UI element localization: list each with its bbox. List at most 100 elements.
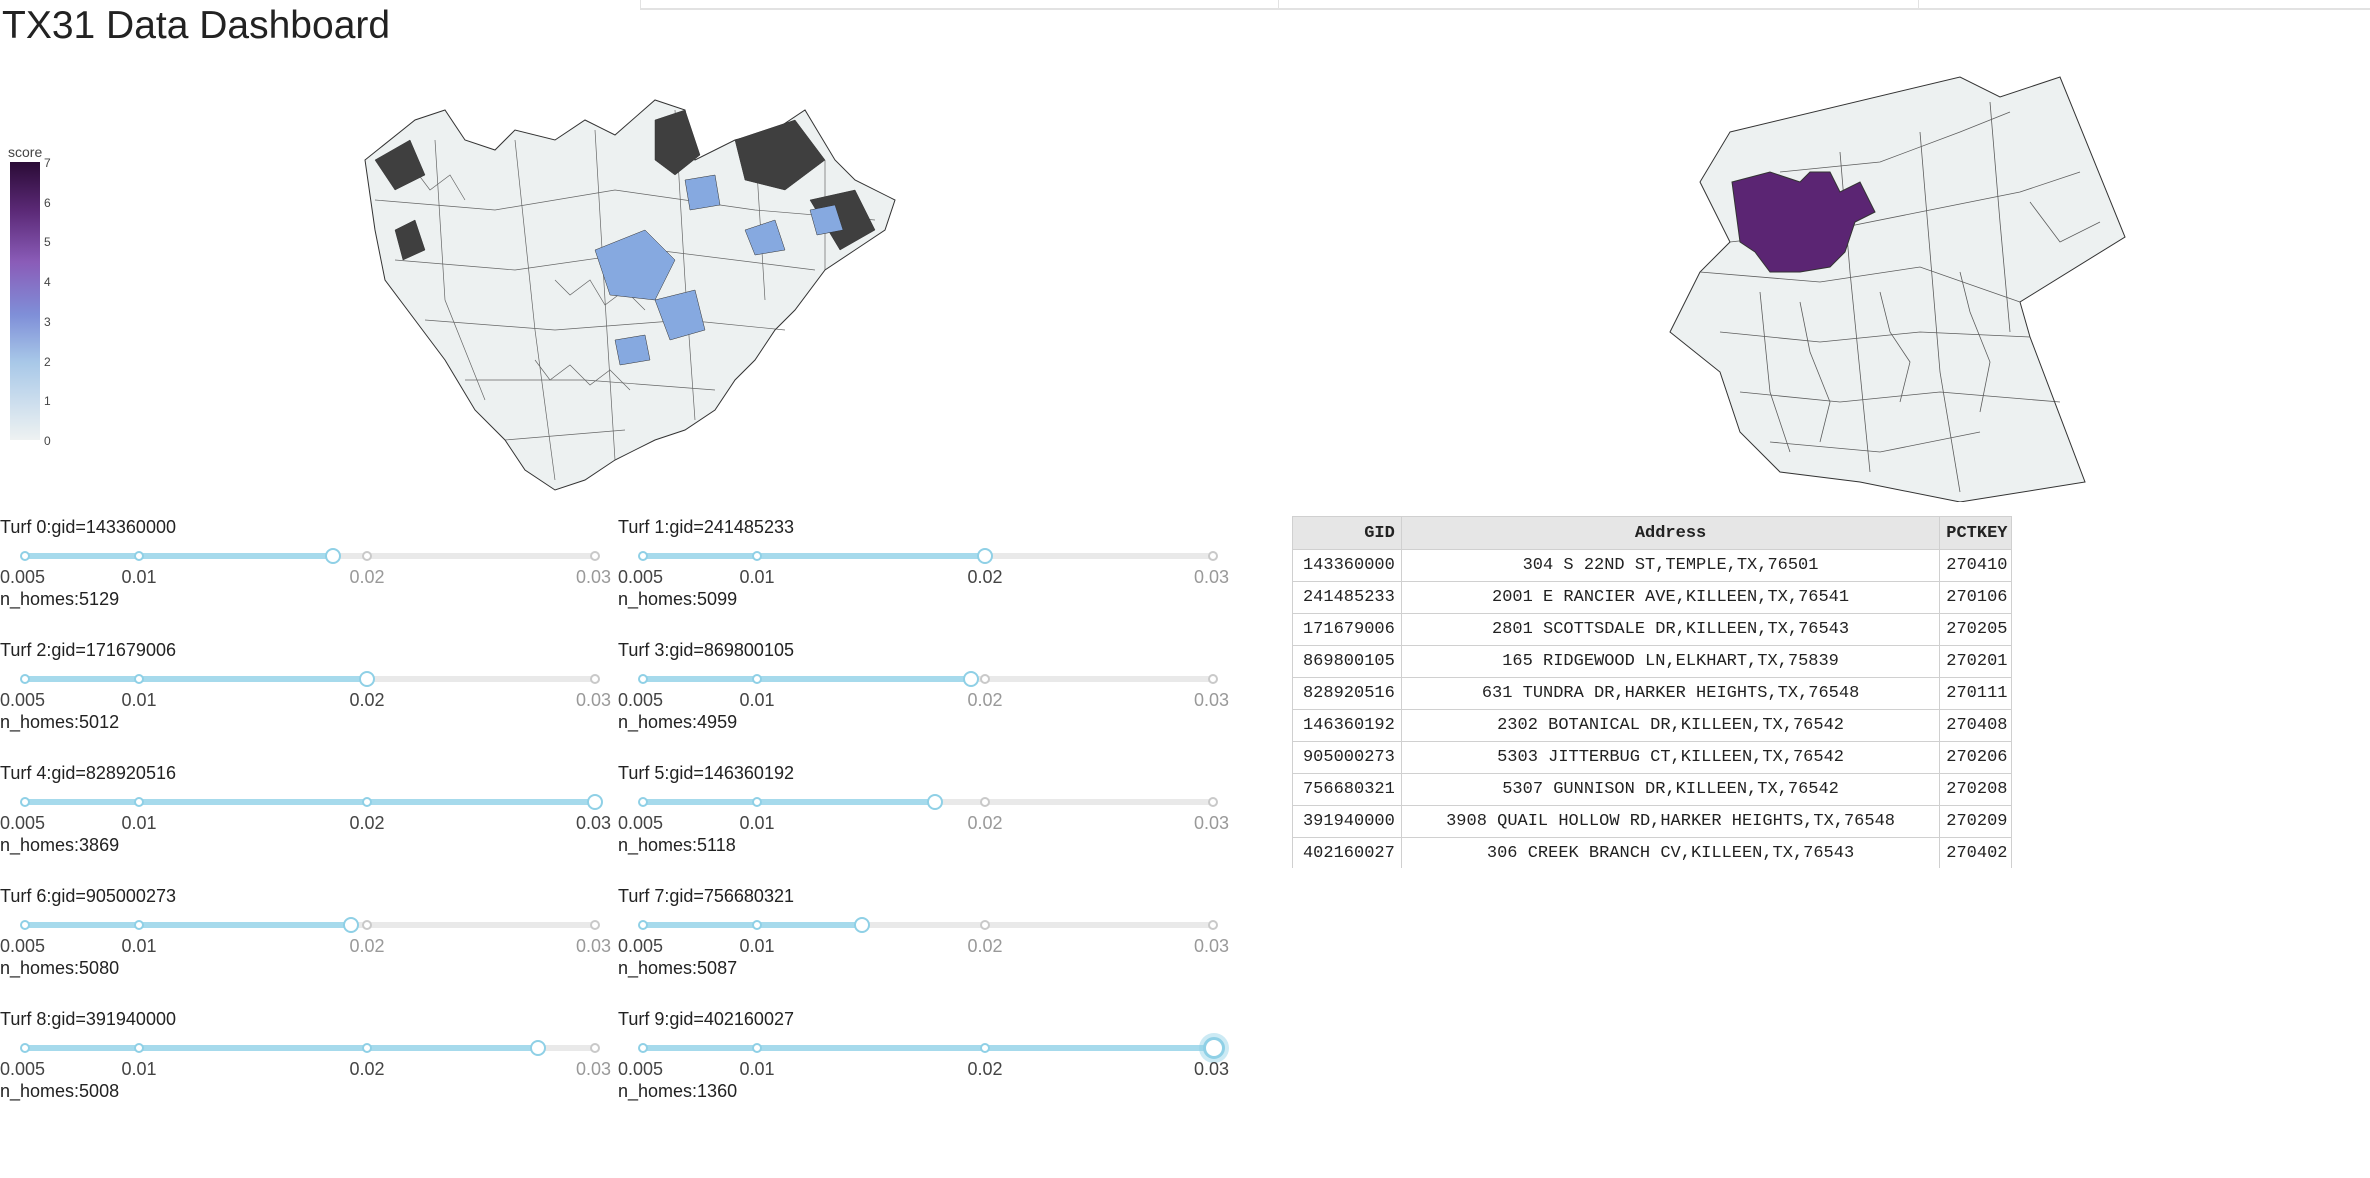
slider-mark-label[interactable]: 0.005: [0, 936, 46, 956]
slider-mark-dot[interactable]: [590, 551, 600, 561]
slider-handle[interactable]: [1203, 1037, 1225, 1059]
slider-mark-label[interactable]: 0.01: [121, 567, 157, 587]
slider-mark-label[interactable]: 0.03: [1193, 936, 1229, 956]
slider-mark-dot[interactable]: [134, 920, 144, 930]
turf-0-slider[interactable]: [20, 548, 600, 564]
table-row[interactable]: 391940000 3908 QUAIL HOLLOW RD,HARKER HEI…: [1292, 805, 2012, 838]
slider-mark-dot[interactable]: [638, 797, 648, 807]
slider-handle[interactable]: [977, 548, 993, 564]
slider-mark-dot[interactable]: [752, 797, 762, 807]
slider-mark-dot[interactable]: [362, 551, 372, 561]
slider-mark-label[interactable]: 0.02: [349, 813, 385, 833]
slider-mark-label[interactable]: 0.02: [967, 813, 1003, 833]
slider-mark-label[interactable]: 0.005: [0, 690, 46, 710]
slider-mark-dot[interactable]: [590, 674, 600, 684]
slider-mark-dot[interactable]: [638, 920, 648, 930]
slider-mark-dot[interactable]: [20, 1043, 30, 1053]
slider-mark-dot[interactable]: [752, 674, 762, 684]
slider-handle[interactable]: [343, 917, 360, 933]
slider-mark-dot[interactable]: [362, 1043, 372, 1053]
slider-mark-label[interactable]: 0.005: [618, 936, 664, 956]
slider-handle[interactable]: [359, 671, 375, 687]
slider-mark-dot[interactable]: [638, 551, 648, 561]
slider-mark-dot[interactable]: [362, 797, 372, 807]
slider-mark-label[interactable]: 0.005: [618, 1059, 664, 1079]
column-header-address[interactable]: Address: [1400, 516, 1941, 550]
slider-mark-label[interactable]: 0.005: [618, 813, 664, 833]
slider-mark-label[interactable]: 0.03: [1193, 813, 1229, 833]
slider-mark-dot[interactable]: [20, 797, 30, 807]
slider-handle[interactable]: [530, 1040, 546, 1056]
slider-mark-label[interactable]: 0.01: [739, 567, 775, 587]
slider-mark-dot[interactable]: [20, 920, 30, 930]
slider-mark-label[interactable]: 0.02: [349, 936, 385, 956]
slider-mark-label[interactable]: 0.005: [618, 690, 664, 710]
slider-mark-dot[interactable]: [590, 1043, 600, 1053]
slider-mark-dot[interactable]: [980, 797, 990, 807]
slider-mark-label[interactable]: 0.02: [349, 1059, 385, 1079]
slider-mark-label[interactable]: 0.01: [739, 1059, 775, 1079]
slider-mark-label[interactable]: 0.03: [1193, 690, 1229, 710]
slider-mark-label[interactable]: 0.03: [1193, 567, 1229, 587]
slider-mark-label[interactable]: 0.03: [575, 936, 611, 956]
slider-handle[interactable]: [587, 794, 603, 810]
table-row[interactable]: 756680321 5307 GUNNISON DR,KILLEEN,TX,765…: [1292, 773, 2012, 806]
slider-mark-label[interactable]: 0.01: [121, 1059, 157, 1079]
slider-handle[interactable]: [853, 917, 870, 933]
slider-mark-dot[interactable]: [20, 674, 30, 684]
slider-mark-dot[interactable]: [20, 551, 30, 561]
slider-mark-dot[interactable]: [1208, 797, 1218, 807]
turf-6-slider[interactable]: [20, 917, 600, 933]
slider-mark-label[interactable]: 0.03: [575, 567, 611, 587]
turf-4-slider[interactable]: [20, 794, 603, 810]
slider-mark-dot[interactable]: [752, 1043, 762, 1053]
slider-mark-label[interactable]: 0.02: [349, 567, 385, 587]
slider-mark-label[interactable]: 0.01: [739, 936, 775, 956]
slider-mark-dot[interactable]: [1208, 920, 1218, 930]
table-row[interactable]: 146360192 2302 BOTANICAL DR,KILLEEN,TX,76…: [1292, 709, 2012, 742]
slider-mark-label[interactable]: 0.005: [618, 567, 664, 587]
slider-mark-label[interactable]: 0.005: [0, 813, 46, 833]
table-row[interactable]: 241485233 2001 E RANCIER AVE,KILLEEN,TX,7…: [1292, 581, 2012, 614]
slider-mark-label[interactable]: 0.01: [121, 690, 157, 710]
table-row[interactable]: 828920516 631 TUNDRA DR,HARKER HEIGHTS,TX…: [1292, 677, 2012, 710]
slider-handle[interactable]: [963, 671, 980, 687]
turf-7-slider[interactable]: [638, 917, 1218, 933]
slider-mark-dot[interactable]: [134, 674, 144, 684]
slider-mark-dot[interactable]: [752, 920, 762, 930]
slider-mark-dot[interactable]: [638, 674, 648, 684]
slider-mark-label[interactable]: 0.01: [739, 813, 775, 833]
slider-mark-label[interactable]: 0.03: [1193, 1059, 1229, 1079]
slider-mark-label[interactable]: 0.02: [967, 1059, 1003, 1079]
turf-1-slider[interactable]: [638, 548, 1218, 564]
slider-mark-dot[interactable]: [590, 920, 600, 930]
slider-mark-dot[interactable]: [1208, 551, 1218, 561]
slider-mark-dot[interactable]: [980, 1043, 990, 1053]
table-row[interactable]: 171679006 2801 SCOTTSDALE DR,KILLEEN,TX,7…: [1292, 613, 2012, 646]
slider-mark-label[interactable]: 0.02: [967, 690, 1003, 710]
slider-mark-label[interactable]: 0.02: [349, 690, 385, 710]
table-row[interactable]: 402160027 306 CREEK BRANCH CV,KILLEEN,TX,…: [1292, 837, 2012, 868]
slider-mark-dot[interactable]: [638, 1043, 648, 1053]
slider-mark-dot[interactable]: [134, 1043, 144, 1053]
slider-mark-label[interactable]: 0.005: [0, 567, 46, 587]
slider-handle[interactable]: [324, 548, 341, 564]
slider-mark-dot[interactable]: [362, 920, 372, 930]
slider-mark-label[interactable]: 0.02: [967, 567, 1003, 587]
table-row[interactable]: 869800105 165 RIDGEWOOD LN,ELKHART,TX,758…: [1292, 645, 2012, 678]
slider-mark-dot[interactable]: [980, 674, 990, 684]
slider-mark-label[interactable]: 0.005: [0, 1059, 46, 1079]
slider-mark-label[interactable]: 0.01: [121, 813, 157, 833]
turf-score-map[interactable]: [355, 80, 905, 500]
county-map[interactable]: [1660, 72, 2130, 502]
slider-mark-dot[interactable]: [752, 551, 762, 561]
slider-mark-dot[interactable]: [980, 920, 990, 930]
slider-mark-dot[interactable]: [134, 551, 144, 561]
slider-mark-label[interactable]: 0.03: [575, 813, 611, 833]
slider-mark-label[interactable]: 0.01: [739, 690, 775, 710]
turf-2-slider[interactable]: [20, 671, 600, 687]
turf-9-slider[interactable]: [638, 1037, 1225, 1059]
turf-3-slider[interactable]: [638, 671, 1218, 687]
slider-handle[interactable]: [926, 794, 943, 810]
turf-table[interactable]: GID Address PCTKEY 143360000 304 S 22ND ST,…: [1292, 516, 2012, 868]
